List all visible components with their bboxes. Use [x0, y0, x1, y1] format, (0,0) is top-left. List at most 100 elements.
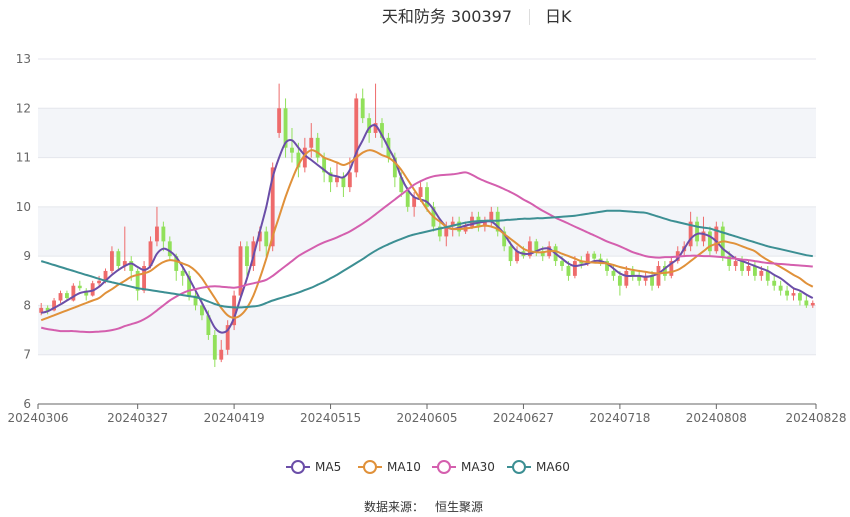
- x-tick-label: 20240808: [686, 411, 747, 425]
- candle-body: [367, 118, 372, 133]
- candle-body: [560, 261, 564, 266]
- candle-body: [212, 335, 217, 360]
- candle-body: [534, 241, 539, 252]
- candle: [502, 226, 507, 252]
- candle: [515, 246, 519, 264]
- band-7: [38, 305, 816, 355]
- chart-legend: MA5 MA10 MA30 MA60: [286, 460, 570, 474]
- candle: [373, 83, 378, 138]
- candle-body: [39, 307, 44, 313]
- legend-item-ma5: MA5: [286, 460, 341, 474]
- candle-body: [129, 261, 134, 271]
- y-tick-label: 6: [23, 397, 31, 411]
- candle-body: [90, 283, 95, 296]
- candle-body: [611, 270, 616, 276]
- candle: [45, 305, 50, 315]
- candle-body: [302, 147, 307, 168]
- candle: [637, 270, 642, 286]
- ma30-line: [40, 171, 813, 334]
- candle-body: [617, 275, 622, 286]
- legend-label: MA5: [315, 460, 341, 474]
- data-source: 数据来源： 恒生聚源: [364, 499, 483, 514]
- x-tick-label: 20240306: [7, 411, 68, 425]
- period-label: 日K: [545, 7, 572, 26]
- candle: [77, 280, 82, 291]
- candle-body: [405, 192, 410, 207]
- candle-body: [804, 300, 809, 306]
- candle: [71, 283, 76, 302]
- candle-body: [373, 123, 378, 133]
- candle-body: [322, 157, 327, 173]
- candle: [290, 128, 294, 163]
- candle-body: [97, 280, 102, 284]
- candle-body: [135, 270, 140, 291]
- candle-body: [225, 325, 230, 350]
- ma5-line: [41, 124, 814, 334]
- candle-body: [341, 177, 346, 188]
- candle-body: [450, 221, 455, 227]
- candle: [772, 275, 777, 291]
- candle-body: [167, 241, 172, 257]
- candle: [360, 88, 365, 124]
- candle-body: [257, 231, 262, 242]
- candle: [148, 236, 153, 269]
- candle-body: [418, 187, 423, 197]
- title-separator: [529, 9, 530, 25]
- source-label: 数据来源：: [364, 499, 424, 514]
- candle-body: [116, 251, 121, 266]
- candle-body: [238, 246, 243, 296]
- legend-item-ma60: MA60: [507, 460, 570, 474]
- candle-body: [444, 226, 449, 237]
- candle-body: [206, 315, 211, 335]
- candle: [335, 162, 339, 188]
- candle-body: [630, 270, 635, 276]
- candle-body: [637, 275, 642, 281]
- y-tick-label: 12: [16, 101, 31, 115]
- x-tick-label: 20240605: [396, 411, 457, 425]
- candle-body: [695, 221, 699, 242]
- candle-body: [142, 266, 147, 291]
- candle-body: [277, 108, 282, 133]
- candle-body: [624, 270, 629, 286]
- candle-body: [270, 167, 275, 247]
- candle-body: [437, 226, 442, 237]
- candle-body: [797, 293, 802, 301]
- candle-body: [688, 221, 693, 247]
- candle: [791, 288, 796, 301]
- candle-body: [643, 275, 648, 281]
- candle-body: [605, 261, 609, 271]
- candle-body: [193, 295, 198, 306]
- candle: [785, 285, 789, 301]
- candle: [238, 241, 243, 301]
- candle-body: [180, 270, 185, 276]
- candle: [309, 123, 314, 158]
- y-tick-label: 13: [16, 52, 31, 66]
- candle: [315, 132, 320, 163]
- candle-body: [245, 246, 249, 266]
- candle-body: [669, 261, 674, 276]
- candle: [669, 256, 674, 279]
- candle: [354, 93, 359, 178]
- candle-body: [482, 221, 487, 227]
- candle-body: [103, 270, 108, 281]
- candle-body: [598, 258, 603, 262]
- candle: [797, 290, 802, 306]
- candle: [110, 246, 114, 274]
- candle: [116, 248, 121, 271]
- candle-body: [740, 261, 744, 271]
- candle: [180, 266, 185, 286]
- candle: [527, 236, 532, 259]
- x-tick-label: 20240327: [107, 411, 168, 425]
- candle: [39, 302, 44, 316]
- candle-body: [746, 266, 751, 271]
- candle: [662, 261, 667, 281]
- candle-body: [765, 270, 770, 281]
- candle: [714, 221, 719, 254]
- candle-body: [759, 270, 764, 276]
- candle: [534, 238, 539, 257]
- candle-body: [328, 172, 333, 183]
- candle-body: [283, 108, 288, 148]
- candle-body: [200, 305, 204, 316]
- candle-body: [360, 98, 365, 119]
